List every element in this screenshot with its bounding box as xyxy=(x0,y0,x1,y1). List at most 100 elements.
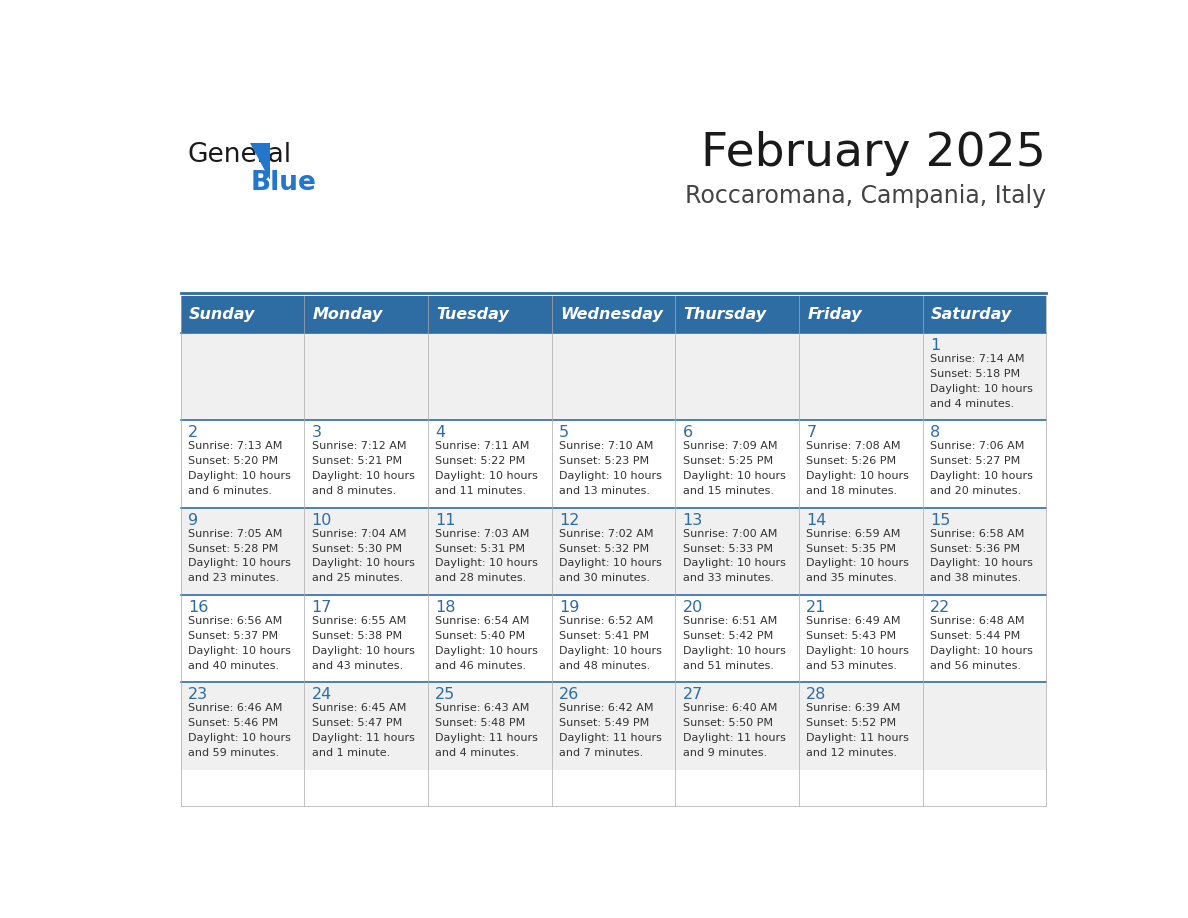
Text: Sunset: 5:42 PM: Sunset: 5:42 PM xyxy=(683,631,773,641)
Text: and 48 minutes.: and 48 minutes. xyxy=(560,661,650,671)
Text: Sunset: 5:41 PM: Sunset: 5:41 PM xyxy=(560,631,649,641)
Text: Sunset: 5:26 PM: Sunset: 5:26 PM xyxy=(807,456,897,466)
Bar xyxy=(798,508,923,595)
Text: and 59 minutes.: and 59 minutes. xyxy=(188,748,279,758)
Bar xyxy=(675,297,798,333)
Text: Sunrise: 7:13 AM: Sunrise: 7:13 AM xyxy=(188,442,283,452)
Text: 3: 3 xyxy=(311,425,322,440)
Bar xyxy=(798,420,923,508)
Text: Sunset: 5:47 PM: Sunset: 5:47 PM xyxy=(311,719,402,728)
Text: 4: 4 xyxy=(435,425,446,440)
Text: and 7 minutes.: and 7 minutes. xyxy=(560,748,643,758)
Bar xyxy=(304,682,428,769)
Text: and 6 minutes.: and 6 minutes. xyxy=(188,486,272,496)
Bar xyxy=(181,595,304,682)
Text: Sunset: 5:18 PM: Sunset: 5:18 PM xyxy=(930,369,1020,379)
Text: and 28 minutes.: and 28 minutes. xyxy=(435,574,526,583)
Text: Roccaromana, Campania, Italy: Roccaromana, Campania, Italy xyxy=(685,185,1047,208)
Text: Sunrise: 6:48 AM: Sunrise: 6:48 AM xyxy=(930,616,1024,626)
Bar xyxy=(428,420,551,508)
Text: Sunset: 5:33 PM: Sunset: 5:33 PM xyxy=(683,543,772,554)
Text: Sunrise: 6:56 AM: Sunrise: 6:56 AM xyxy=(188,616,283,626)
Text: and 38 minutes.: and 38 minutes. xyxy=(930,574,1020,583)
Text: and 8 minutes.: and 8 minutes. xyxy=(311,486,396,496)
Text: Sunset: 5:35 PM: Sunset: 5:35 PM xyxy=(807,543,896,554)
Text: Wednesday: Wednesday xyxy=(560,307,663,322)
Text: and 9 minutes.: and 9 minutes. xyxy=(683,748,766,758)
Text: and 30 minutes.: and 30 minutes. xyxy=(560,574,650,583)
Text: and 4 minutes.: and 4 minutes. xyxy=(930,398,1015,409)
Bar xyxy=(675,420,798,508)
Text: and 18 minutes.: and 18 minutes. xyxy=(807,486,897,496)
Text: and 25 minutes.: and 25 minutes. xyxy=(311,574,403,583)
Bar xyxy=(428,297,551,333)
Bar xyxy=(923,333,1047,420)
Text: 22: 22 xyxy=(930,599,950,615)
Text: Daylight: 10 hours: Daylight: 10 hours xyxy=(311,558,415,568)
Text: Sunrise: 6:39 AM: Sunrise: 6:39 AM xyxy=(807,703,901,713)
Text: Sunrise: 6:51 AM: Sunrise: 6:51 AM xyxy=(683,616,777,626)
Text: Daylight: 10 hours: Daylight: 10 hours xyxy=(188,733,291,744)
Text: Sunrise: 6:49 AM: Sunrise: 6:49 AM xyxy=(807,616,901,626)
Text: Sunset: 5:32 PM: Sunset: 5:32 PM xyxy=(560,543,649,554)
Bar xyxy=(551,420,675,508)
Text: Sunrise: 7:08 AM: Sunrise: 7:08 AM xyxy=(807,442,901,452)
Text: Daylight: 10 hours: Daylight: 10 hours xyxy=(560,558,662,568)
Text: Sunset: 5:28 PM: Sunset: 5:28 PM xyxy=(188,543,278,554)
Text: Blue: Blue xyxy=(251,170,316,196)
Text: Monday: Monday xyxy=(312,307,383,322)
Text: Sunset: 5:36 PM: Sunset: 5:36 PM xyxy=(930,543,1020,554)
Text: Sunrise: 6:59 AM: Sunrise: 6:59 AM xyxy=(807,529,901,539)
Text: and 33 minutes.: and 33 minutes. xyxy=(683,574,773,583)
Text: 17: 17 xyxy=(311,599,333,615)
Text: Sunset: 5:21 PM: Sunset: 5:21 PM xyxy=(311,456,402,466)
Text: and 1 minute.: and 1 minute. xyxy=(311,748,390,758)
Text: Sunrise: 6:40 AM: Sunrise: 6:40 AM xyxy=(683,703,777,713)
Text: 16: 16 xyxy=(188,599,208,615)
Text: 14: 14 xyxy=(807,512,827,528)
Text: and 4 minutes.: and 4 minutes. xyxy=(435,748,519,758)
Text: Daylight: 11 hours: Daylight: 11 hours xyxy=(311,733,415,744)
Text: Daylight: 10 hours: Daylight: 10 hours xyxy=(930,558,1032,568)
Text: and 53 minutes.: and 53 minutes. xyxy=(807,661,897,671)
Text: and 20 minutes.: and 20 minutes. xyxy=(930,486,1020,496)
Text: Sunset: 5:31 PM: Sunset: 5:31 PM xyxy=(435,543,525,554)
Text: Sunset: 5:37 PM: Sunset: 5:37 PM xyxy=(188,631,278,641)
Bar xyxy=(551,297,675,333)
Text: Daylight: 10 hours: Daylight: 10 hours xyxy=(311,471,415,481)
Text: Sunset: 5:30 PM: Sunset: 5:30 PM xyxy=(311,543,402,554)
Text: Daylight: 10 hours: Daylight: 10 hours xyxy=(188,646,291,655)
Bar xyxy=(428,682,551,769)
Bar xyxy=(181,333,304,420)
Text: Sunset: 5:48 PM: Sunset: 5:48 PM xyxy=(435,719,525,728)
Bar xyxy=(923,508,1047,595)
Text: Sunrise: 7:00 AM: Sunrise: 7:00 AM xyxy=(683,529,777,539)
Text: 28: 28 xyxy=(807,688,827,702)
Text: Sunrise: 7:06 AM: Sunrise: 7:06 AM xyxy=(930,442,1024,452)
Text: Daylight: 10 hours: Daylight: 10 hours xyxy=(435,471,538,481)
Text: Sunset: 5:23 PM: Sunset: 5:23 PM xyxy=(560,456,649,466)
Text: and 51 minutes.: and 51 minutes. xyxy=(683,661,773,671)
Text: 19: 19 xyxy=(560,599,580,615)
Text: Sunrise: 7:12 AM: Sunrise: 7:12 AM xyxy=(311,442,406,452)
Text: Sunrise: 6:58 AM: Sunrise: 6:58 AM xyxy=(930,529,1024,539)
Text: and 12 minutes.: and 12 minutes. xyxy=(807,748,897,758)
Text: Sunrise: 7:03 AM: Sunrise: 7:03 AM xyxy=(435,529,530,539)
Bar xyxy=(798,682,923,769)
Text: Sunset: 5:22 PM: Sunset: 5:22 PM xyxy=(435,456,525,466)
Bar xyxy=(923,595,1047,682)
Text: 15: 15 xyxy=(930,512,950,528)
Text: Saturday: Saturday xyxy=(931,307,1012,322)
Text: Sunrise: 6:52 AM: Sunrise: 6:52 AM xyxy=(560,616,653,626)
Bar xyxy=(798,297,923,333)
Bar xyxy=(798,333,923,420)
Bar xyxy=(181,682,304,769)
Text: Sunset: 5:38 PM: Sunset: 5:38 PM xyxy=(311,631,402,641)
Bar xyxy=(675,333,798,420)
Text: Sunrise: 6:45 AM: Sunrise: 6:45 AM xyxy=(311,703,406,713)
Text: 20: 20 xyxy=(683,599,703,615)
Text: Thursday: Thursday xyxy=(683,307,766,322)
Text: and 11 minutes.: and 11 minutes. xyxy=(435,486,526,496)
Bar xyxy=(923,297,1047,333)
Bar xyxy=(428,333,551,420)
